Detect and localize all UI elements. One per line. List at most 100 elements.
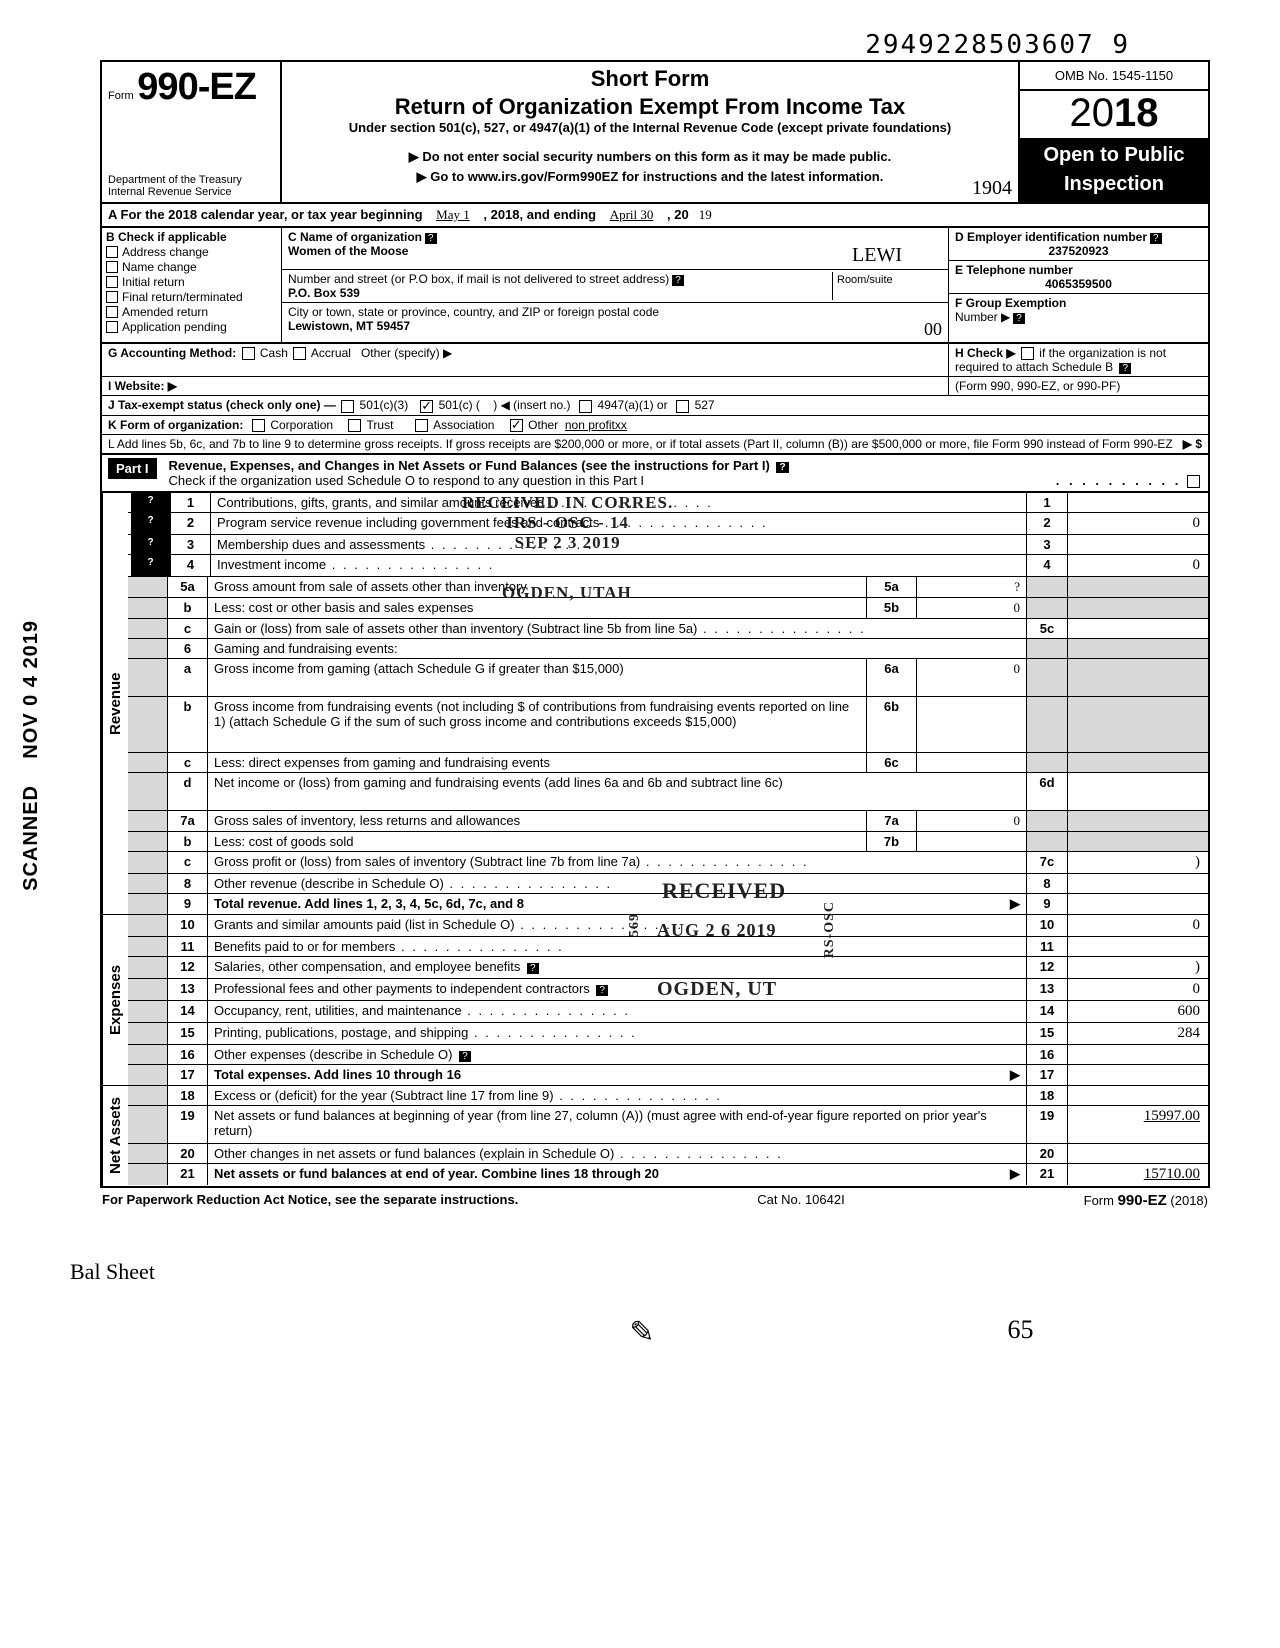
line-19-val[interactable]: 15997.00 — [1068, 1106, 1208, 1143]
line-6d-val[interactable] — [1068, 773, 1208, 810]
line-1-val[interactable] — [1068, 493, 1208, 512]
line-6b-sv[interactable] — [917, 697, 1026, 752]
line-15-val[interactable]: 284 — [1068, 1023, 1208, 1044]
bottom-initials: ✎ 65 — [100, 1315, 1210, 1350]
line-16-desc: Other expenses (describe in Schedule O) … — [208, 1045, 1026, 1064]
line-21-desc: Net assets or fund balances at end of ye… — [208, 1164, 1026, 1185]
help-icon[interactable]: ? — [672, 275, 684, 286]
form-header: Form 990-EZ Department of the Treasury I… — [100, 60, 1210, 204]
line-7a-desc: Gross sales of inventory, less returns a… — [208, 811, 866, 831]
line-2-val[interactable]: 0 — [1068, 513, 1208, 534]
line-6d-desc: Net income or (loss) from gaming and fun… — [208, 773, 1026, 810]
tax-year-begin[interactable]: May 1 — [436, 207, 470, 222]
chk-501c3[interactable] — [341, 400, 354, 413]
line-num: 14 — [168, 1001, 208, 1022]
k-o3: Association — [433, 418, 494, 432]
help-icon[interactable]: ? — [131, 513, 171, 534]
chk-h[interactable] — [1021, 347, 1034, 360]
line-3-num: 3 — [1026, 535, 1068, 554]
line-16-num: 16 — [1026, 1045, 1068, 1064]
b-header: B Check if applicable — [106, 230, 277, 244]
line-10-val[interactable]: 0 — [1068, 915, 1208, 936]
help-icon[interactable]: ? — [425, 233, 437, 244]
chk-application-pending[interactable] — [106, 321, 118, 333]
chk-corp[interactable] — [252, 419, 265, 432]
chk-trust[interactable] — [348, 419, 361, 432]
chk-final-return[interactable] — [106, 291, 118, 303]
line-20-val[interactable] — [1068, 1144, 1208, 1163]
scanned-date: NOV 0 4 2019 — [20, 620, 42, 759]
line-num: 19 — [168, 1106, 208, 1143]
help-icon[interactable]: ? — [459, 1051, 471, 1062]
line-11-val[interactable] — [1068, 937, 1208, 956]
chk-address-change[interactable] — [106, 246, 118, 258]
line-11-desc: Benefits paid to or for members — [208, 937, 1026, 956]
line-7b-sv[interactable] — [917, 832, 1026, 851]
chk-527[interactable] — [676, 400, 689, 413]
line-4-val[interactable]: 0 — [1068, 555, 1208, 576]
chk-schedule-o[interactable] — [1187, 475, 1200, 488]
line-21-val[interactable]: 15710.00 — [1068, 1164, 1208, 1185]
column-b: B Check if applicable Address change Nam… — [102, 228, 282, 342]
help-icon[interactable]: ? — [1013, 313, 1025, 324]
line-17-val[interactable] — [1068, 1065, 1208, 1085]
page-footer: For Paperwork Reduction Act Notice, see … — [100, 1188, 1210, 1209]
line-num: 1 — [171, 493, 211, 512]
l-text: L Add lines 5b, 6c, and 7b to line 9 to … — [108, 437, 1173, 451]
tax-year-end[interactable]: 19 — [699, 207, 712, 222]
document-id: 2949228503607 9 — [100, 30, 1210, 60]
line-7a-sv[interactable]: 0 — [917, 811, 1026, 831]
chk-4947[interactable] — [579, 400, 592, 413]
line-6a-desc: Gross income from gaming (attach Schedul… — [208, 659, 866, 696]
city-label: City or town, state or province, country… — [288, 305, 659, 319]
line-12-val[interactable]: ) — [1068, 957, 1208, 978]
line-5a-sv[interactable]: ? — [917, 577, 1026, 597]
line-7c-val[interactable]: ) — [1068, 852, 1208, 873]
city-value: Lewistown, MT 59457 — [288, 319, 410, 333]
chk-501c[interactable] — [420, 400, 433, 413]
initial-mark-1: ✎ — [629, 1315, 654, 1350]
line-3-val[interactable] — [1068, 535, 1208, 554]
j-o1: 501(c)(3) — [360, 398, 409, 412]
line-8-val[interactable] — [1068, 874, 1208, 893]
part1-header-row: Part I Revenue, Expenses, and Changes in… — [100, 455, 1210, 493]
b-item-1: Name change — [122, 260, 197, 274]
line-18-num: 18 — [1026, 1086, 1068, 1105]
chk-accrual[interactable] — [293, 347, 306, 360]
line-6a-sv[interactable]: 0 — [917, 659, 1026, 696]
chk-name-change[interactable] — [106, 261, 118, 273]
help-icon[interactable]: ? — [131, 493, 171, 512]
help-icon[interactable]: ? — [527, 963, 539, 974]
line-7b-sn: 7b — [867, 832, 917, 851]
line-num: 6 — [168, 639, 208, 658]
line-6c-sv[interactable] — [917, 753, 1026, 772]
help-icon[interactable]: ? — [1119, 363, 1131, 374]
row-a-tax-year: A For the 2018 calendar year, or tax yea… — [100, 204, 1210, 228]
tax-year-end-month[interactable]: April 30 — [610, 207, 654, 222]
help-icon[interactable]: ? — [131, 555, 171, 576]
line-9-val[interactable] — [1068, 894, 1208, 914]
line-4-desc: Investment income — [211, 555, 1026, 576]
help-icon[interactable]: ? — [596, 985, 608, 996]
org-name: Women of the Moose — [288, 244, 408, 258]
chk-other-org[interactable] — [510, 419, 523, 432]
help-icon[interactable]: ? — [131, 535, 171, 554]
line-14-val[interactable]: 600 — [1068, 1001, 1208, 1022]
chk-cash[interactable] — [242, 347, 255, 360]
chk-amended-return[interactable] — [106, 306, 118, 318]
line-7b-desc: Less: cost of goods sold — [208, 832, 866, 851]
line-16-val[interactable] — [1068, 1045, 1208, 1064]
line-13-val[interactable]: 0 — [1068, 979, 1208, 1000]
chk-assoc[interactable] — [415, 419, 428, 432]
line-13-desc: Professional fees and other payments to … — [208, 979, 1026, 1000]
help-icon[interactable]: ? — [1150, 233, 1162, 244]
open-to-public: Open to Public — [1020, 140, 1208, 171]
line-18-val[interactable] — [1068, 1086, 1208, 1105]
chk-initial-return[interactable] — [106, 276, 118, 288]
i-label: I Website: ▶ — [108, 379, 177, 393]
help-icon[interactable]: ? — [776, 462, 788, 473]
line-5c-val[interactable] — [1068, 619, 1208, 638]
omb-number: OMB No. 1545-1150 — [1020, 62, 1208, 91]
line-5b-sv[interactable]: 0 — [917, 598, 1026, 618]
line-num: 13 — [168, 979, 208, 1000]
